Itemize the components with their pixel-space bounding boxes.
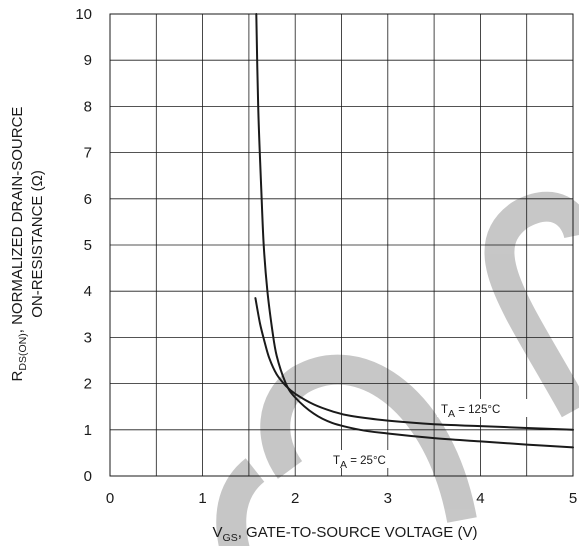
y-tick-label: 9	[84, 52, 92, 69]
y-tick-label: 4	[84, 283, 92, 300]
y-tick-label: 0	[84, 468, 92, 485]
y-tick-labels: 0 1 2 3 4 5 6 7 8 9 10	[75, 6, 92, 485]
y-tick-label: 3	[84, 329, 92, 346]
series-label-25c: TA = 25°C	[328, 450, 410, 471]
y-axis-label-rest: , NORMALIZED DRAIN-SOURCE	[9, 107, 26, 334]
y-tick-label: 1	[84, 422, 92, 439]
x-tick-label: 3	[384, 490, 392, 507]
x-tick-labels: 0 1 2 3 4 5	[106, 490, 577, 507]
y-axis-label-line1: RDS(ON), NORMALIZED DRAIN-SOURCE	[9, 107, 29, 382]
series-label-125c-sub: A	[448, 408, 455, 420]
x-tick-label: 0	[106, 490, 114, 507]
y-tick-label: 5	[84, 237, 92, 254]
x-tick-label: 1	[198, 490, 206, 507]
x-tick-label: 4	[476, 490, 484, 507]
y-tick-label: 6	[84, 191, 92, 208]
series-label-125c-rest: = 125°C	[455, 404, 500, 416]
watermark-arc-mid	[260, 354, 477, 523]
y-tick-label: 8	[84, 98, 92, 115]
series-line-125c	[254, 297, 574, 431]
x-axis-label: VGS, GATE-TO-SOURCE VOLTAGE (V)	[213, 524, 478, 544]
x-axis-label-sub: GS	[223, 532, 238, 544]
x-tick-label: 5	[569, 490, 577, 507]
y-tick-label: 10	[75, 6, 92, 23]
x-axis-label-main: V	[213, 524, 223, 541]
watermark-arc-large	[484, 191, 579, 418]
series-label-25c-sub: A	[340, 459, 347, 471]
series-label-25c-t: T	[333, 455, 340, 467]
watermark-arc-bottom	[216, 458, 265, 546]
y-tick-label: 2	[84, 376, 92, 393]
watermark-graphic	[216, 191, 579, 546]
svg-text:TA = 125°C: TA = 125°C	[441, 404, 500, 420]
y-axis-label-main: R	[9, 370, 26, 381]
y-axis-label: RDS(ON), NORMALIZED DRAIN-SOURCE ON-RESI…	[9, 107, 46, 382]
series-line-25c	[255, 13, 574, 449]
y-tick-label: 7	[84, 145, 92, 162]
y-axis-label-sub: DS(ON)	[17, 333, 29, 370]
series-label-25c-bg	[328, 450, 410, 468]
series-label-25c-rest: = 25°C	[347, 455, 386, 467]
x-axis-label-rest: , GATE-TO-SOURCE VOLTAGE (V)	[238, 524, 478, 541]
series-label-125c-t: T	[441, 404, 448, 416]
series-label-125c-bg	[437, 399, 533, 417]
plot-grid	[109, 13, 574, 477]
series-layer	[254, 13, 574, 449]
y-axis-label-line2: ON-RESISTANCE (Ω)	[29, 170, 46, 318]
x-tick-label: 2	[291, 490, 299, 507]
svg-text:TA = 25°C: TA = 25°C	[333, 455, 386, 471]
series-label-125c: TA = 125°C	[437, 399, 533, 420]
